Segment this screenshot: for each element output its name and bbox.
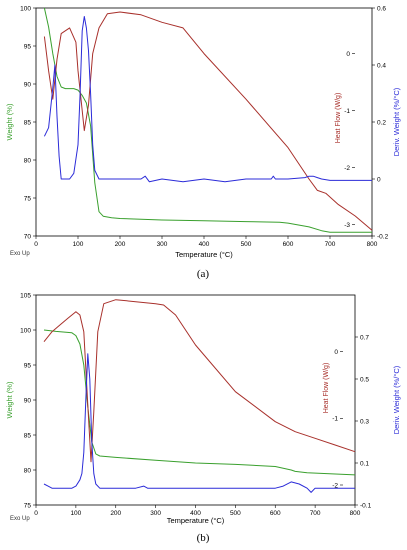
series-weight-line [43, 7, 372, 233]
x-tick-label: 600 [283, 241, 294, 248]
panel-b-label: (b) [197, 532, 210, 544]
weight-tick-label: 85 [24, 119, 32, 126]
x-tick-label: 700 [325, 241, 336, 248]
weight-tick-label: 75 [24, 195, 32, 202]
weight-tick-label: 105 [20, 292, 31, 299]
deriv-tick-label: 0.4 [377, 62, 386, 69]
x-tick-label: 300 [150, 510, 161, 517]
heat-tick-label: -3 [344, 222, 350, 229]
x-tick-label: 100 [73, 241, 84, 248]
series-heat-line [43, 299, 356, 463]
weight-tick-label: 70 [24, 233, 32, 240]
deriv-tick-label: 0.7 [360, 334, 369, 341]
x-tick-label: 500 [241, 241, 252, 248]
panel-a-corner-label: Exo Up [10, 251, 30, 257]
deriv-tick-label: 0.6 [377, 5, 386, 12]
plot-frame [35, 294, 356, 506]
deriv-tick-label: 0.2 [377, 119, 386, 126]
deriv-tick-label: 0.5 [360, 376, 369, 383]
series-heat-line [43, 11, 373, 231]
deriv-axis-label: Deriv. Weight (%/°C) [392, 87, 401, 156]
deriv-tick-label: -0.1 [360, 502, 372, 509]
panel-a-label: (a) [197, 268, 210, 280]
weight-axis-label: Weight (%) [5, 381, 14, 418]
weight-tick-label: 100 [20, 327, 31, 334]
x-tick-label: 700 [310, 510, 321, 517]
series-deriv-line [43, 16, 372, 183]
heat-tick-label: -2 [332, 482, 338, 489]
deriv-tick-label: -0.2 [377, 233, 389, 240]
weight-tick-label: 90 [24, 397, 32, 404]
panel-b-corner-label: Exo Up [10, 516, 30, 522]
heat-tick-label: -1 [332, 416, 338, 423]
weight-tick-label: 90 [24, 81, 32, 88]
deriv-axis-label: Deriv. Weight (%/°C) [392, 365, 401, 434]
heat-axis-label: Heat Flow (W/g) [335, 93, 342, 144]
weight-tick-label: 85 [24, 432, 32, 439]
heat-tick-label: 0 [346, 51, 350, 58]
heat-tick-label: -1 [344, 108, 350, 115]
series-weight-line [43, 329, 356, 476]
weight-axis-label: Weight (%) [5, 103, 14, 140]
heat-tick-label: -2 [344, 165, 350, 172]
deriv-tick-label: 0.3 [360, 418, 369, 425]
weight-tick-label: 100 [20, 5, 31, 12]
x-tick-label: 800 [350, 510, 361, 517]
x-tick-label: 0 [34, 241, 38, 248]
heat-tick-label: 0 [334, 349, 338, 356]
x-tick-label: 300 [157, 241, 168, 248]
x-tick-label: 0 [34, 510, 38, 517]
x-tick-label: 400 [190, 510, 201, 517]
x-tick-label: 800 [367, 241, 378, 248]
weight-tick-label: 80 [24, 157, 32, 164]
plot-frame [35, 7, 373, 237]
deriv-tick-label: 0.1 [360, 460, 369, 467]
x-tick-label: 400 [199, 241, 210, 248]
x-tick-label: 200 [110, 510, 121, 517]
x-tick-label: 600 [270, 510, 281, 517]
weight-tick-label: 95 [24, 362, 32, 369]
series-deriv-line [43, 353, 355, 493]
weight-tick-label: 75 [24, 502, 32, 509]
heat-axis-label: Heat Flow (W/g) [323, 363, 330, 414]
x-tick-label: 500 [230, 510, 241, 517]
deriv-tick-label: 0 [377, 176, 381, 183]
weight-tick-label: 95 [24, 43, 32, 50]
x-tick-label: 200 [115, 241, 126, 248]
x-tick-label: 100 [70, 510, 81, 517]
x-axis-label: Temperature (°C) [167, 516, 225, 525]
weight-tick-label: 80 [24, 467, 32, 474]
x-axis-label: Temperature (°C) [175, 250, 233, 259]
